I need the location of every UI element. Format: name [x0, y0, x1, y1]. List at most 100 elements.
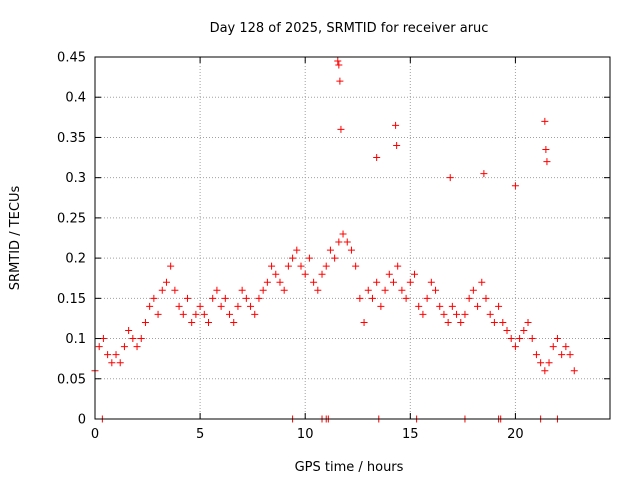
data-point — [146, 302, 154, 310]
data-point — [141, 318, 149, 326]
y-tick-label: 0.45 — [57, 51, 86, 66]
data-point — [205, 318, 213, 326]
x-tick-label: 20 — [507, 427, 524, 442]
data-point — [221, 294, 229, 302]
data-point — [465, 294, 473, 302]
data-point — [541, 367, 549, 375]
data-point — [520, 327, 528, 335]
data-point — [322, 262, 330, 270]
x-tick-label: 0 — [91, 427, 99, 442]
data-point — [251, 310, 259, 318]
y-tick-label: 0.2 — [65, 252, 86, 267]
data-point — [289, 254, 297, 262]
data-point — [112, 351, 120, 359]
data-point — [268, 262, 276, 270]
data-point — [474, 302, 482, 310]
data-point — [377, 302, 385, 310]
data-point — [402, 294, 410, 302]
y-tick-label: 0.05 — [57, 372, 86, 387]
data-point — [482, 294, 490, 302]
data-point — [255, 294, 263, 302]
data-point — [398, 286, 406, 294]
data-point — [373, 278, 381, 286]
data-point — [158, 286, 166, 294]
data-point — [167, 262, 175, 270]
data-point — [415, 302, 423, 310]
x-tick-label: 10 — [297, 427, 314, 442]
y-tick-label: 0.4 — [65, 91, 86, 106]
data-point — [490, 318, 498, 326]
data-point — [310, 278, 318, 286]
data-point — [541, 117, 549, 125]
x-tick-label: 5 — [196, 427, 204, 442]
data-point — [427, 278, 435, 286]
data-point — [335, 61, 343, 69]
y-axis-label: SRMTID / TECUs — [8, 186, 23, 291]
data-point — [356, 294, 364, 302]
data-point — [457, 318, 465, 326]
data-point — [99, 335, 107, 343]
data-point — [352, 262, 360, 270]
data-point — [516, 335, 524, 343]
data-point — [116, 359, 124, 367]
data-point — [238, 286, 246, 294]
data-point — [284, 262, 292, 270]
data-point — [448, 302, 456, 310]
data-point — [553, 335, 561, 343]
data-point — [301, 270, 309, 278]
data-point — [549, 343, 557, 351]
data-point — [444, 318, 452, 326]
data-point — [373, 154, 381, 162]
data-point — [280, 286, 288, 294]
plot-frame — [94, 56, 611, 420]
y-tick-label: 0.3 — [65, 171, 86, 186]
data-point — [537, 359, 545, 367]
data-point — [337, 125, 345, 133]
y-tick-label: 0.15 — [57, 292, 86, 307]
data-point — [446, 174, 454, 182]
data-point — [524, 318, 532, 326]
data-point — [336, 77, 344, 85]
data-point — [263, 278, 271, 286]
data-point — [200, 310, 208, 318]
data-point — [423, 294, 431, 302]
data-point — [392, 121, 400, 129]
data-points — [91, 57, 578, 423]
data-point — [495, 302, 503, 310]
data-point — [247, 302, 255, 310]
data-point — [394, 262, 402, 270]
data-point — [331, 254, 339, 262]
data-point — [183, 294, 191, 302]
data-point — [226, 310, 234, 318]
data-point — [343, 238, 351, 246]
data-point — [179, 310, 187, 318]
data-point — [175, 302, 183, 310]
data-point — [507, 335, 515, 343]
data-point — [570, 367, 578, 375]
data-point — [542, 146, 550, 154]
data-point — [461, 310, 469, 318]
data-point — [453, 310, 461, 318]
data-point — [326, 246, 334, 254]
data-point — [558, 351, 566, 359]
data-point — [406, 278, 414, 286]
data-point — [192, 310, 200, 318]
data-point — [171, 286, 179, 294]
data-point — [381, 286, 389, 294]
data-point — [137, 335, 145, 343]
x-axis-label: GPS time / hours — [295, 460, 404, 475]
data-point — [108, 359, 116, 367]
data-point — [360, 318, 368, 326]
data-point — [95, 343, 103, 351]
data-point — [545, 359, 553, 367]
y-tick-label: 0.25 — [57, 211, 86, 226]
data-point — [480, 170, 488, 178]
data-point — [162, 278, 170, 286]
data-point — [364, 286, 372, 294]
data-point — [339, 230, 347, 238]
data-point — [129, 335, 137, 343]
data-point — [347, 246, 355, 254]
data-point — [213, 286, 221, 294]
data-point — [120, 343, 128, 351]
